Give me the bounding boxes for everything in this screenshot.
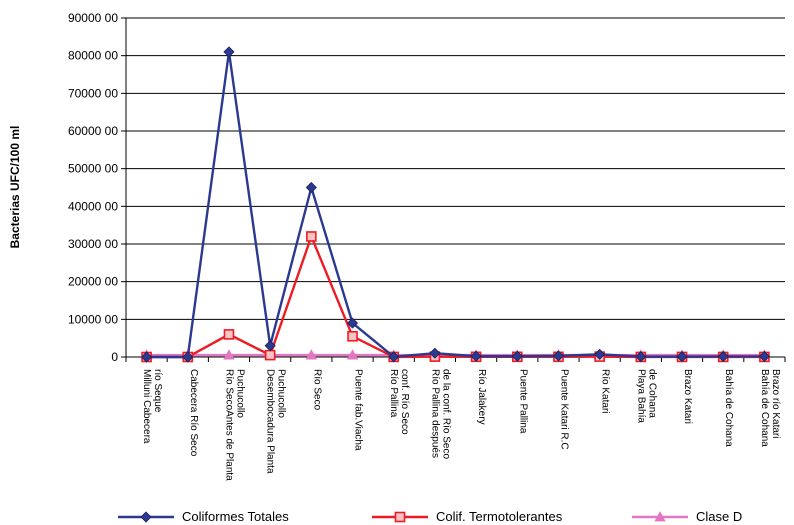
x-tick-label-line: Río Seco [311,369,322,411]
y-tick-label: 90000 00 [68,11,118,25]
x-tick-label-line: Puente fab.Viacha [353,369,364,451]
data-point [594,348,606,360]
y-tick-label: 60000 00 [68,124,118,138]
data-point [264,340,276,352]
legend-label: Colif. Termotolerantes [436,509,563,524]
data-point [346,349,359,360]
legend-marker [654,511,666,522]
series-line [146,233,765,359]
legend-marker [394,511,406,523]
legend-label: Coliformes Totales [182,509,289,524]
series-layer [140,46,771,363]
x-tick-label: Río Jalakery [476,369,487,425]
data-point [305,349,318,360]
x-tick-label-line: Río Pallina [388,369,399,418]
x-tick-label-line: de la conf. Río Seco [440,369,451,459]
x-tick-label-line: Bahía de Cohana [723,369,734,447]
data-point [552,350,565,362]
y-axis: 0 10000 00 20000 00 30000 00 40000 00 50000 0… [68,11,127,364]
x-tick-label-line: Cabecera Río Seco [188,369,199,457]
y-tick-label: 20000 00 [68,275,118,289]
y-tick-label: 40000 00 [68,199,118,213]
data-point [676,351,688,363]
x-tick-label-line: Milluni Cabecera [141,369,152,444]
x-axis: Milluni Cabecera río Seque Cabecera Río Se… [125,356,786,481]
x-tick-label: Río SecoAntes de Planta Puchucollo [223,369,245,481]
data-point [141,351,153,363]
x-tick-label-line: Playa Bahía [635,369,646,423]
legend: Coliformes Totales Colif. Termotolerantes… [118,509,742,524]
legend-marker [140,511,152,523]
y-tick-label: 10000 00 [68,312,118,326]
legend-item: Coliformes Totales [118,509,289,524]
x-tick-label: Río Seco [311,369,322,411]
x-tick-label-line: conf. Río Seco [399,369,410,435]
series-coliformes-totales [141,46,770,363]
y-tick-label: 70000 00 [68,86,118,100]
x-tick-label: Bahía de Cohana Brazo río Katari [759,369,781,447]
y-tick-label: 30000 00 [68,237,118,251]
data-point [511,350,523,362]
data-point [635,351,647,363]
x-tick-label-line: Puchucollo [234,369,245,418]
x-tick-label-line: Puente Katari R.C [558,369,569,450]
y-axis-label: Bacterias UFC/100 ml [8,126,22,249]
x-tick-label-line: Brazo Katari [682,369,693,424]
gridlines [126,17,785,320]
x-tick-label-line: Bahía de Cohana [759,369,770,447]
y-tick-label: 0 [111,350,118,364]
x-tick-label: Cabecera Río Seco [188,369,199,457]
data-point [223,329,235,340]
legend-label: Clase D [696,509,742,524]
x-tick-label-line: Río Pallina después [429,369,440,458]
x-tick-label-line: Desembocadura Planta [265,369,276,474]
x-tick-label: Bahía de Cohana [723,369,734,447]
data-point [264,349,276,361]
x-tick-label: Río Pallina después de la conf. Río Seco [429,369,451,459]
x-tick-label: Río Pallina conf. Río Seco [388,369,410,435]
x-tick-label-line: río Seque [152,369,163,413]
x-tick-label: Puente Katari R.C [558,369,569,450]
data-point [717,350,729,363]
x-tick-label: Río Katari [600,369,611,413]
x-tick-label-line: de Cohana [646,369,657,418]
x-tick-label-line: Río Jalakery [476,369,487,425]
x-tick-label: Playa Bahía de Cohana [635,369,657,423]
data-point [347,330,358,342]
x-tick-label: Puente Pallina [517,369,528,434]
data-point [223,349,235,360]
data-point [346,317,359,329]
data-point [758,350,770,363]
legend-item: Colif. Termotolerantes [372,509,563,524]
data-point [429,347,441,359]
x-tick-label: Milluni Cabecera río Seque [141,369,163,444]
y-tick-label: 50000 00 [68,162,118,176]
x-tick-label-line: Río Katari [600,369,611,413]
x-tick-label: Puente fab.Viacha [353,369,364,451]
x-tick-label-line: Brazo río Katari [770,369,781,438]
data-point [306,231,317,242]
data-point [223,46,235,58]
x-tick-label-line: Río SecoAntes de Planta [223,369,234,481]
y-tick-label: 80000 00 [68,49,118,63]
legend-item: Clase D [632,509,742,524]
x-tick-label: Brazo Katari [682,369,693,424]
data-point [182,351,194,363]
data-point [388,351,400,363]
series-colif-termotolerantes [141,231,770,363]
series-line [146,51,765,359]
x-tick-label: Desembocadura Planta Puchucollo [265,369,287,474]
data-point [470,350,482,362]
data-point [305,181,317,194]
x-tick-label-line: Puente Pallina [517,369,528,434]
x-tick-label-line: Puchucollo [276,369,287,418]
